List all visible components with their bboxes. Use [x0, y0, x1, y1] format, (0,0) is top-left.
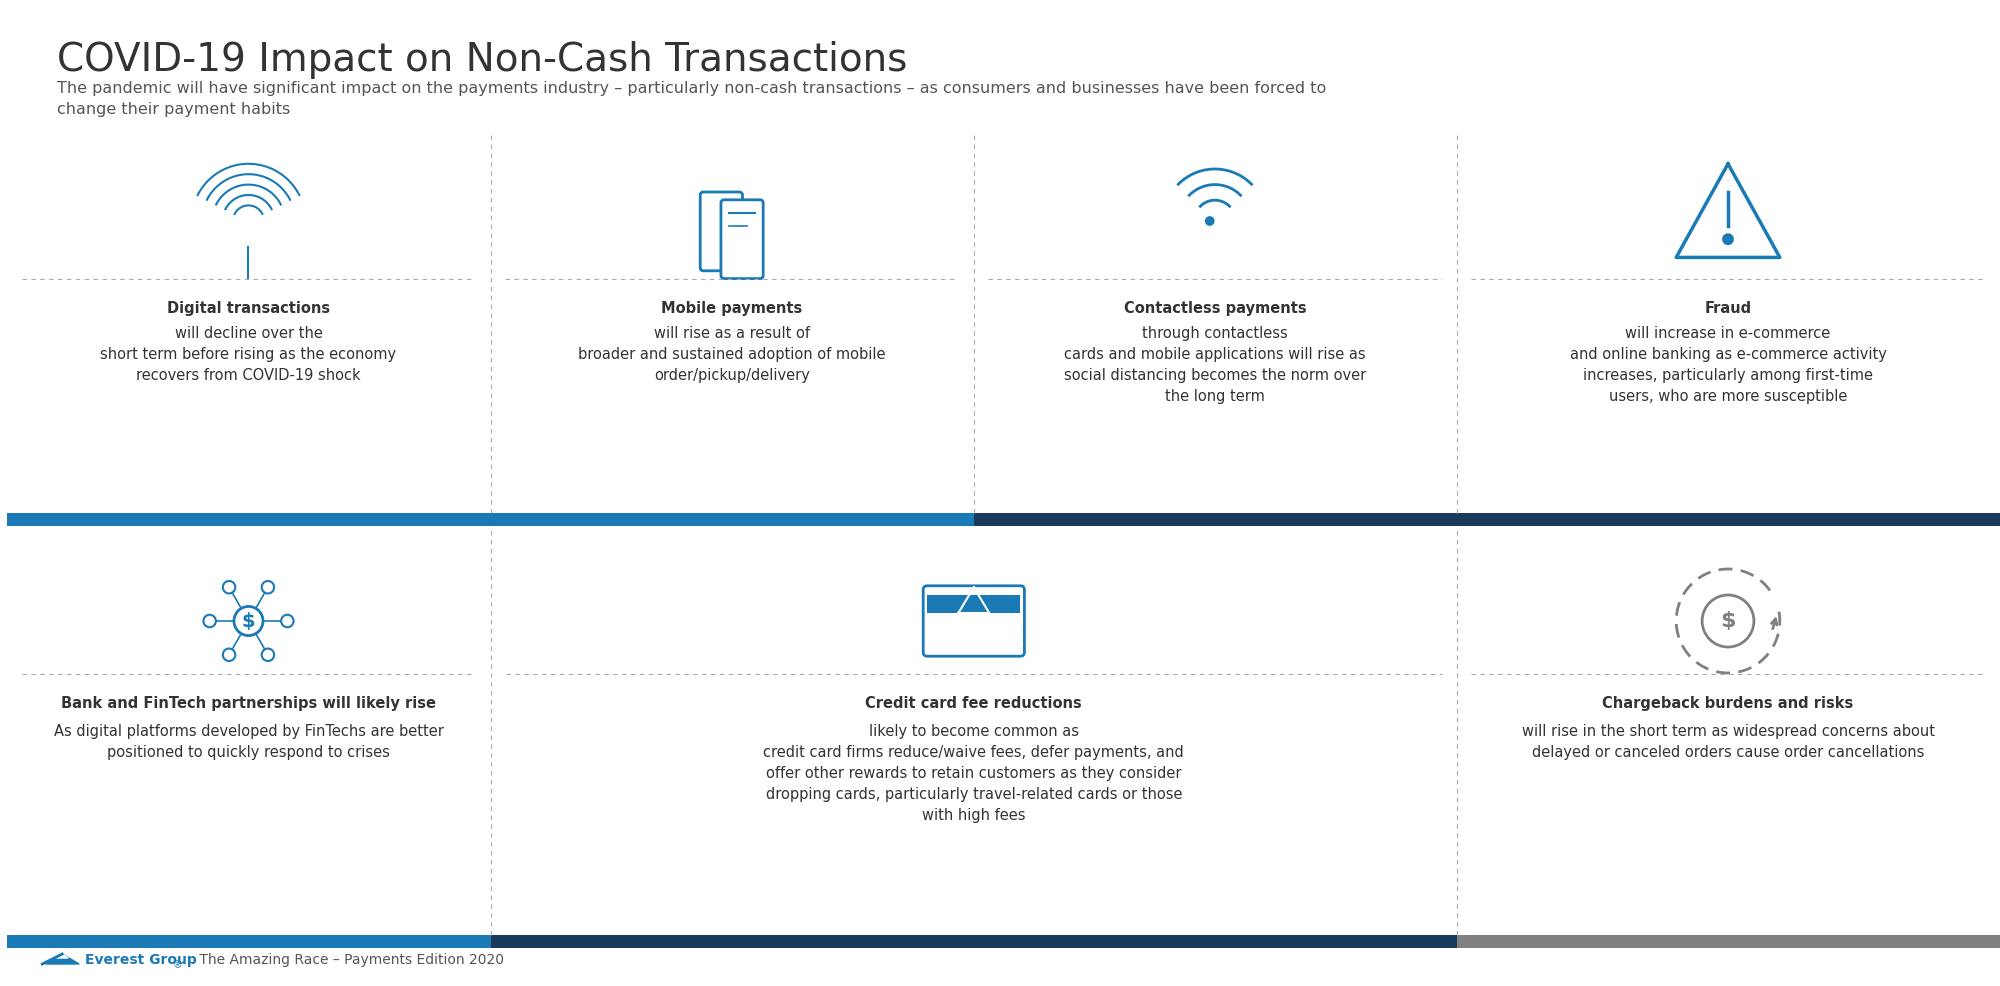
- Text: The pandemic will have significant impact on the payments industry – particularl: The pandemic will have significant impac…: [58, 81, 1326, 117]
- Text: Contactless payments: Contactless payments: [1124, 301, 1306, 316]
- Text: The Amazing Race – Payments Edition 2020: The Amazing Race – Payments Edition 2020: [194, 953, 504, 967]
- Text: As digital platforms developed by FinTechs are better
positioned to quickly resp: As digital platforms developed by FinTec…: [54, 724, 444, 760]
- Text: Bank and FinTech partnerships will likely rise: Bank and FinTech partnerships will likel…: [60, 696, 436, 711]
- FancyBboxPatch shape: [974, 513, 2000, 526]
- Text: will rise as a result of
broader and sustained adoption of mobile
order/pickup/d: will rise as a result of broader and sus…: [578, 326, 886, 383]
- Text: Credit card fee reductions: Credit card fee reductions: [866, 696, 1082, 711]
- Text: $: $: [242, 611, 256, 630]
- FancyBboxPatch shape: [8, 513, 974, 526]
- Text: ®: ®: [172, 960, 182, 970]
- Text: $: $: [1720, 611, 1736, 631]
- Text: Chargeback burdens and risks: Chargeback burdens and risks: [1602, 696, 1854, 711]
- Text: COVID-19 Impact on Non-Cash Transactions: COVID-19 Impact on Non-Cash Transactions: [58, 41, 908, 79]
- Circle shape: [1206, 217, 1214, 225]
- Text: through contactless
cards and mobile applications will rise as
social distancing: through contactless cards and mobile app…: [1064, 326, 1366, 404]
- Text: Mobile payments: Mobile payments: [662, 301, 802, 316]
- FancyBboxPatch shape: [928, 595, 1020, 613]
- FancyBboxPatch shape: [700, 192, 742, 271]
- Text: will decline over the
short term before rising as the economy
recovers from COVI: will decline over the short term before …: [100, 326, 396, 383]
- Polygon shape: [56, 954, 68, 958]
- Polygon shape: [46, 954, 80, 964]
- Text: Everest Group: Everest Group: [86, 953, 196, 967]
- Text: will increase in e-commerce
and online banking as e-commerce activity
increases,: will increase in e-commerce and online b…: [1570, 326, 1886, 404]
- FancyBboxPatch shape: [720, 200, 764, 279]
- Text: likely to become common as
credit card firms reduce/waive fees, defer payments, : likely to become common as credit card f…: [764, 724, 1184, 823]
- FancyBboxPatch shape: [8, 935, 490, 948]
- Text: Digital transactions: Digital transactions: [166, 301, 330, 316]
- Circle shape: [1722, 234, 1734, 245]
- Text: Fraud: Fraud: [1704, 301, 1752, 316]
- FancyBboxPatch shape: [1458, 935, 2000, 948]
- Text: will rise in the short term as widespread concerns about
delayed or canceled ord: will rise in the short term as widesprea…: [1522, 724, 1934, 760]
- FancyBboxPatch shape: [924, 586, 1024, 657]
- FancyBboxPatch shape: [490, 935, 1458, 948]
